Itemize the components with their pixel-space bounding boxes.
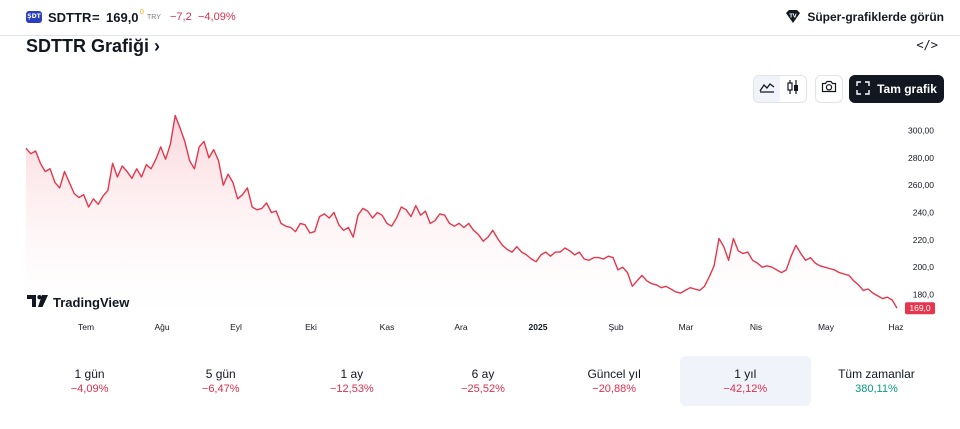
period-label: 1 yıl <box>734 366 757 381</box>
full-chart-label: Tam grafik <box>877 82 937 96</box>
symbol-header: ŞDT SDTTR = 169,0 0 TRY −7,2 −4,09% TV S… <box>0 0 960 36</box>
period-button[interactable]: Tüm zamanlar 380,11% <box>811 356 942 406</box>
full-chart-button[interactable]: Tam grafik <box>849 75 944 103</box>
tradingview-logo-icon <box>27 295 49 310</box>
watermark-text: TradingView <box>53 295 130 310</box>
embed-code-button[interactable]: </> <box>916 38 938 52</box>
x-axis-tick-label: Eyl <box>230 322 242 332</box>
last-price-marker <box>905 302 935 315</box>
last-price: 169,0 <box>106 10 139 25</box>
camera-icon <box>821 80 837 98</box>
x-axis-tick-label: Nis <box>750 322 762 332</box>
period-label: Tüm zamanlar <box>838 366 915 381</box>
super-charts-icon: TV <box>785 9 801 24</box>
x-axis-tick-label: 2025 <box>529 322 548 332</box>
snapshot-button[interactable] <box>815 75 843 103</box>
y-axis-tick-label: 280,00 <box>908 153 934 163</box>
y-axis-tick-label: 200,0 <box>913 262 935 272</box>
y-axis-tick-label: 240,0 <box>913 208 935 218</box>
period-button[interactable]: 1 ay −12,53% <box>286 356 417 406</box>
price-area-fill <box>26 115 897 315</box>
candles-chart-button[interactable] <box>780 76 806 102</box>
price-line <box>25 114 898 309</box>
period-label: 5 gün <box>205 366 236 381</box>
x-axis-tick-label: Tem <box>78 322 94 332</box>
y-axis-tick-label: 220,0 <box>913 235 935 245</box>
x-axis-tick-label: May <box>818 322 835 332</box>
period-label: Güncel yıl <box>587 366 641 381</box>
x-axis-tick-label: Eki <box>305 322 317 332</box>
y-axis-tick-label: 300,00 <box>908 126 934 136</box>
x-axis-tick-label: Ağu <box>154 322 169 332</box>
price-chart[interactable]: 300,00 280,00 260,00 240,0 220,0 200,0 180,0 16… <box>0 110 960 335</box>
period-button[interactable]: Güncel yıl −20,88% <box>549 356 680 406</box>
period-change: −20,88% <box>592 382 636 395</box>
area-chart-icon <box>759 80 775 98</box>
y-axis-tick-label: 180,0 <box>913 290 935 300</box>
period-change: −25,52% <box>461 382 505 395</box>
period-change: 380,11% <box>855 382 898 395</box>
price-marker: 0 <box>140 9 144 16</box>
period-button[interactable]: 1 gün −4,09% <box>24 356 155 406</box>
area-chart-button[interactable] <box>754 76 780 102</box>
x-axis-tick-label: Ara <box>454 322 468 332</box>
period-button[interactable]: 1 yıl −42,12% <box>679 356 811 406</box>
symbol-name[interactable]: SDTTR <box>48 10 92 25</box>
period-label: 1 gün <box>74 366 105 381</box>
candles-icon <box>786 79 800 100</box>
chart-plot: 300,00 280,00 260,00 240,0 220,0 200,0 180,0 16… <box>25 114 935 332</box>
period-change: −42,12% <box>723 382 768 395</box>
x-axis-tick-label: Şub <box>608 322 623 332</box>
symbol-separator: = <box>92 10 100 25</box>
period-change: −12,53% <box>329 382 374 395</box>
x-axis-tick-label: Mar <box>679 322 694 332</box>
fullscreen-icon <box>856 80 870 98</box>
x-axis-tick-label: Kas <box>380 322 395 332</box>
period-button[interactable]: 5 gün −6,47% <box>155 356 286 406</box>
title-row: SDTTR Grafiği › <box>26 36 160 58</box>
page-title[interactable]: SDTTR Grafiği › <box>26 36 160 56</box>
last-price-axis-label: 169,0 <box>909 303 931 313</box>
period-change: −6,47% <box>201 382 240 395</box>
price-change-percent: −4,09% <box>198 11 236 23</box>
super-charts-link[interactable]: TV Süper-grafiklerde görün <box>785 9 944 24</box>
tradingview-watermark: TradingView <box>27 295 129 310</box>
x-axis-tick-label: Haz <box>888 322 903 332</box>
period-button[interactable]: 6 ay −25,52% <box>417 356 548 406</box>
currency-label: TRY <box>147 14 161 21</box>
period-label: 6 ay <box>471 366 495 381</box>
chart-toolbar <box>753 75 843 103</box>
period-change: −4,09% <box>70 382 109 395</box>
period-label: 1 ay <box>340 366 364 381</box>
performance-periods: 1 gün −4,09% 5 gün −6,47% 1 ay −12,53% 6 ay −25… <box>24 356 942 406</box>
y-axis-tick-label: 260,00 <box>908 180 934 190</box>
company-logo: ŞDT <box>26 11 42 23</box>
chart-style-switch <box>753 75 807 103</box>
svg-text:TV: TV <box>790 14 797 20</box>
super-charts-label: Süper-grafiklerde görün <box>807 9 944 24</box>
price-change: −7,2 <box>170 11 192 23</box>
